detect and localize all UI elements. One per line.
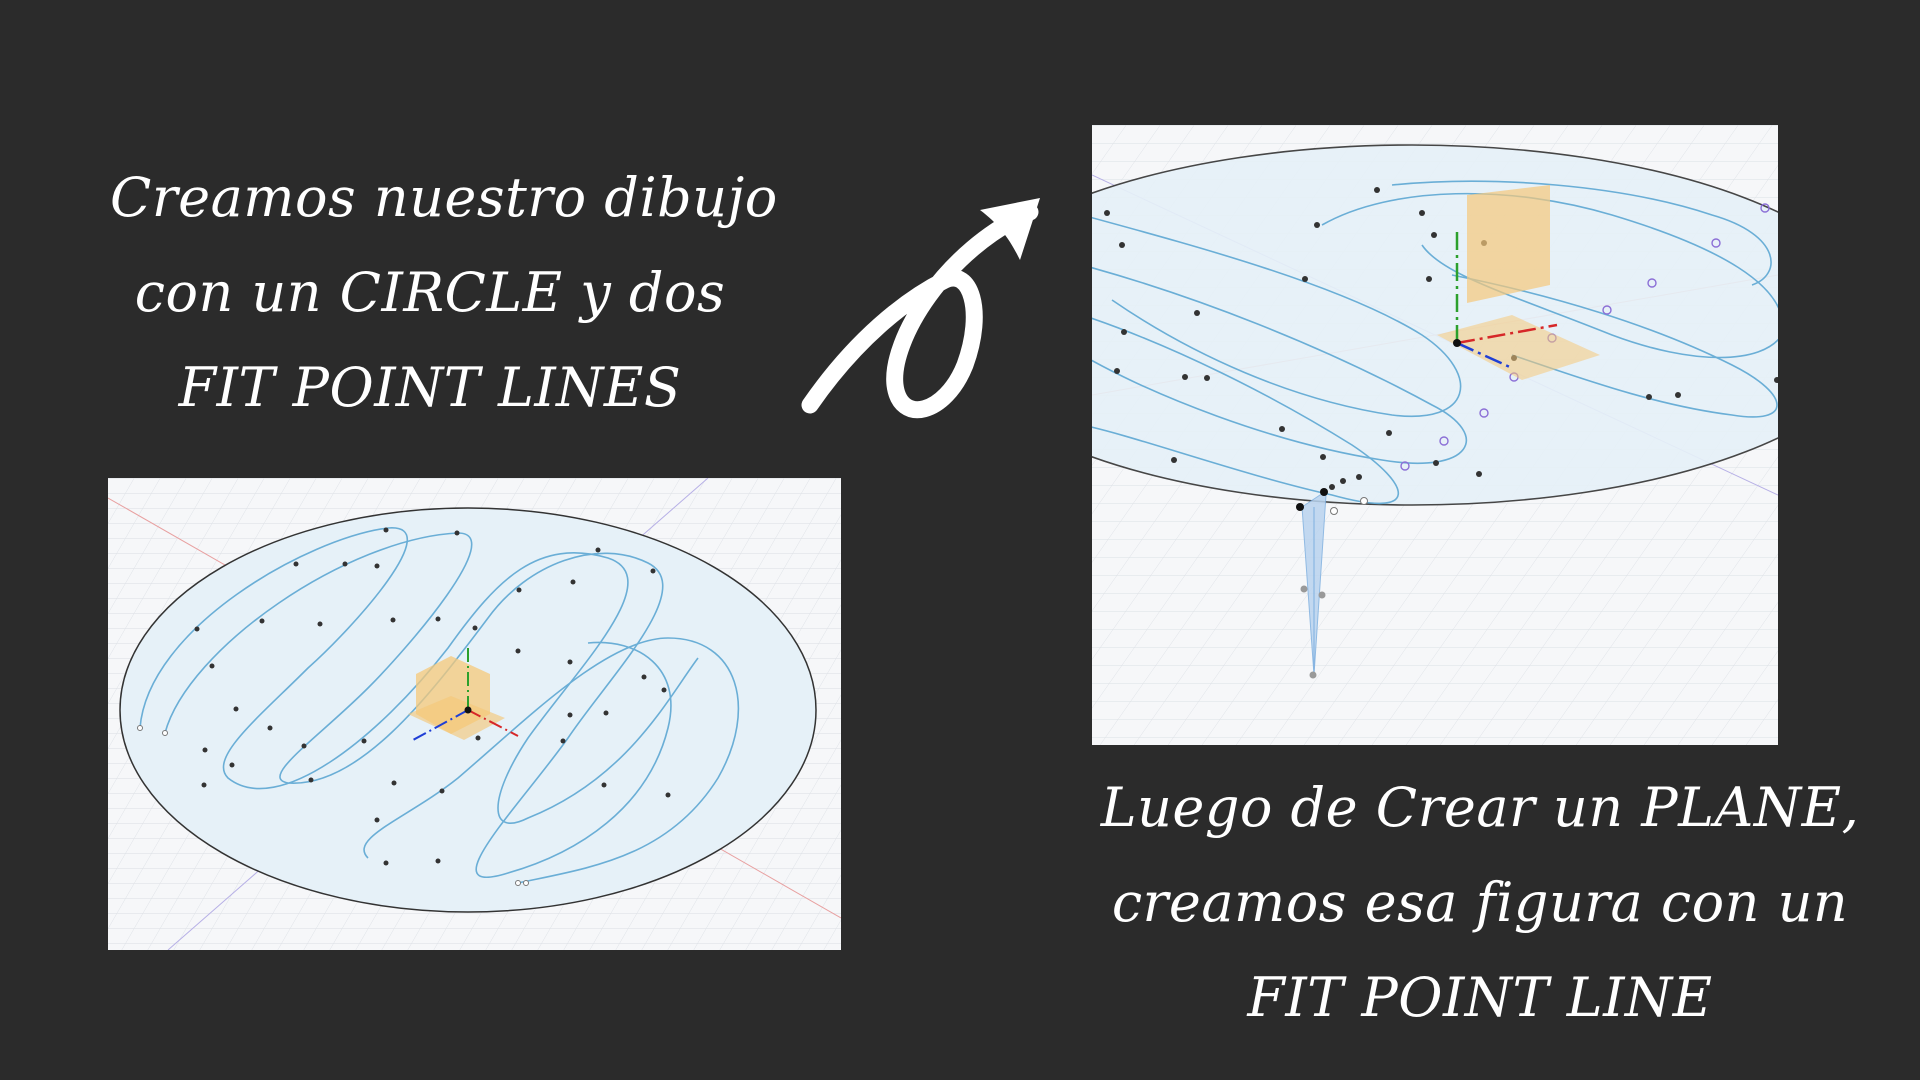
- cad-viewport-top: [108, 478, 841, 950]
- caption-top-line-1: Creamos nuestro dibujo: [110, 166, 778, 229]
- plane-disc: [1092, 144, 1778, 506]
- caption-bottom-line-3: FIT POINT LINE: [1247, 966, 1713, 1029]
- screenshot-circle-fit-point-lines: [108, 478, 841, 950]
- fit-points: [194, 527, 671, 866]
- cad-viewport-bottom: [1092, 125, 1778, 745]
- screenshot-plane-fit-point-line: [1092, 125, 1778, 745]
- caption-top-line-3: FIT POINT LINES: [178, 356, 682, 419]
- fit-point-line-spiral: [1092, 180, 1778, 505]
- caption-bottom-line-1: Luego de Crear un PLANE,: [1100, 776, 1860, 839]
- caption-bottom: Luego de Crear un PLANE, creamos esa fig…: [1080, 760, 1880, 1045]
- curved-arrow-icon: [801, 198, 1040, 419]
- view-cube-widget: [408, 648, 519, 741]
- vertical-extrusion: [1296, 488, 1368, 679]
- caption-top: Creamos nuestro dibujo con un CIRCLE y d…: [110, 150, 778, 435]
- fit-point-line-2: [164, 532, 672, 879]
- caption-top-line-2: con un CIRCLE y dos: [134, 261, 726, 324]
- view-cube-widget: [1437, 185, 1600, 380]
- fit-point-line-3: [363, 637, 740, 884]
- caption-bottom-line-2: creamos esa figura con un: [1111, 871, 1849, 934]
